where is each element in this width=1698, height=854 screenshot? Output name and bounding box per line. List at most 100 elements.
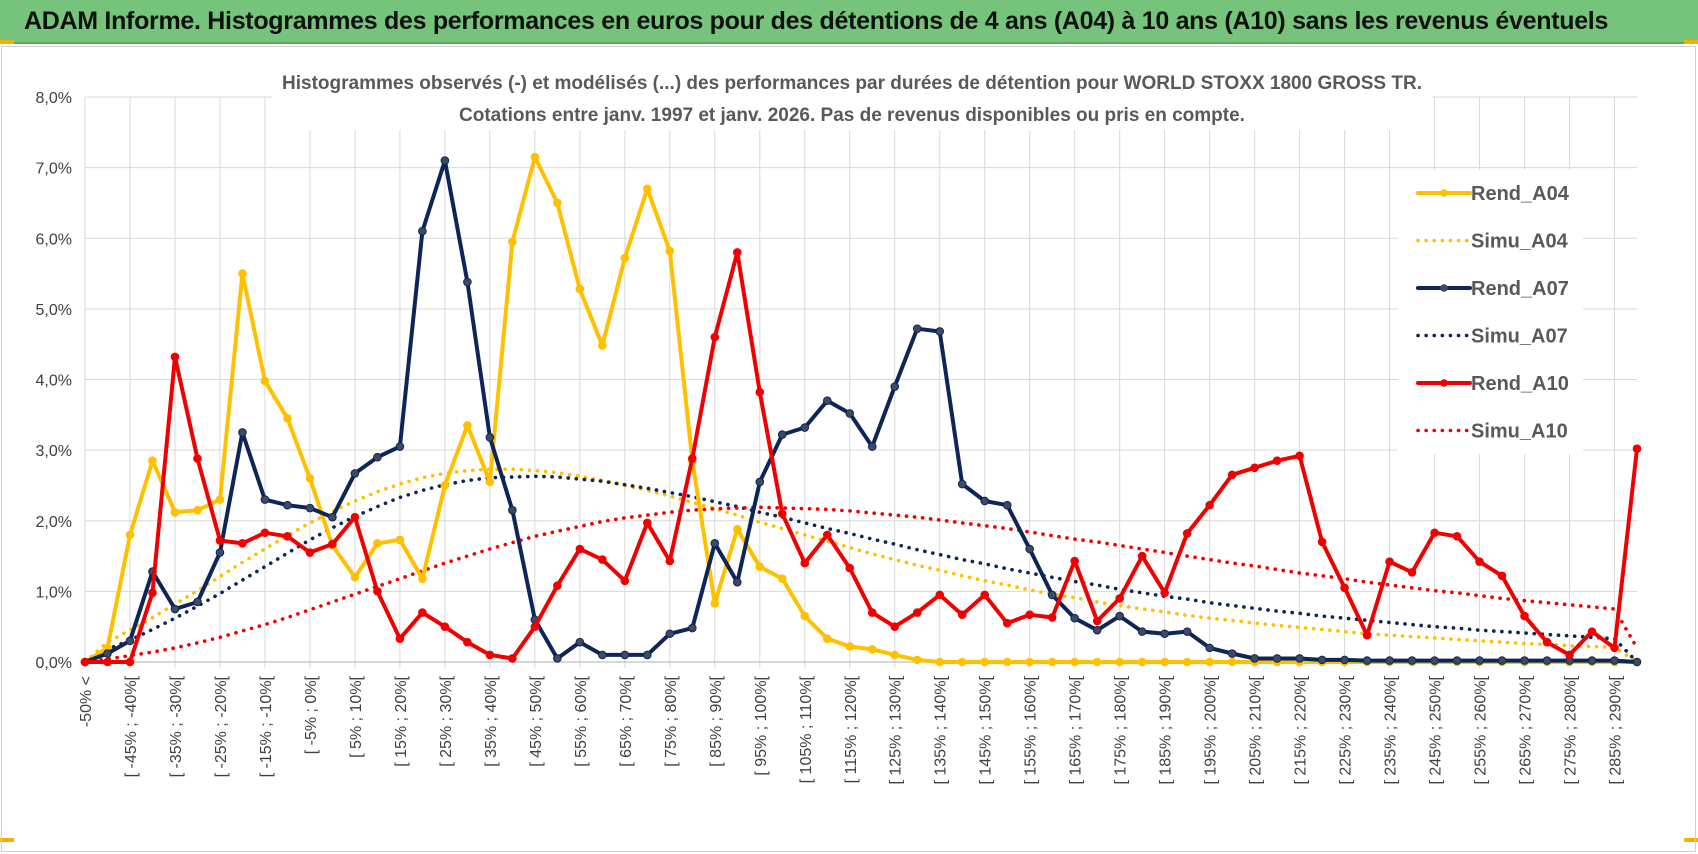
data-point-rend-a07 <box>1070 613 1079 623</box>
data-point-rend-a10 <box>328 539 337 549</box>
data-point-rend-a04 <box>260 376 270 386</box>
data-point-rend-a04 <box>1070 657 1079 667</box>
data-point-rend-a04 <box>935 657 945 667</box>
data-point-rend-a07 <box>1250 654 1259 663</box>
data-point-rend-a10 <box>1497 571 1507 581</box>
data-point-rend-a07 <box>1205 643 1214 653</box>
x-tick-label: [ 255% ; 260%[ <box>1473 675 1490 784</box>
data-point-rend-a10 <box>1025 610 1034 619</box>
data-point-rend-a04 <box>1025 657 1034 667</box>
data-point-rend-a10 <box>103 657 112 667</box>
x-tick-label: [ 275% ; 280%[ <box>1563 675 1580 784</box>
legend-marker <box>1440 189 1448 197</box>
data-point-rend-a07 <box>890 382 900 391</box>
data-point-rend-a10 <box>822 530 832 540</box>
data-point-rend-a04 <box>710 599 720 608</box>
data-point-rend-a04 <box>1137 657 1147 667</box>
data-point-rend-a07 <box>1610 656 1619 665</box>
x-tick-label: [ 205% ; 210%[ <box>1248 675 1265 784</box>
y-tick-label: 5,0% <box>36 302 72 319</box>
data-point-rend-a10 <box>148 588 157 598</box>
data-point-rend-a10 <box>440 622 450 631</box>
data-point-rend-a07 <box>1272 654 1282 663</box>
data-point-rend-a10 <box>1520 611 1529 621</box>
data-point-rend-a10 <box>1205 500 1214 510</box>
data-point-rend-a07 <box>1430 656 1439 665</box>
y-tick-label: 2,0% <box>36 514 72 531</box>
legend-marker <box>1440 284 1448 292</box>
x-tick-label: [ 45% ; 50%[ <box>528 675 545 766</box>
data-point-rend-a07 <box>238 428 247 437</box>
data-point-rend-a10 <box>1317 537 1327 547</box>
data-point-rend-a10 <box>598 555 607 564</box>
data-point-rend-a10 <box>170 352 180 362</box>
data-point-rend-a07 <box>1362 656 1372 665</box>
data-point-rend-a10 <box>643 518 652 528</box>
data-point-rend-a10 <box>1475 557 1484 567</box>
data-point-rend-a07 <box>1632 657 1642 667</box>
x-tick-label: [ 285% ; 290%[ <box>1608 675 1625 784</box>
data-point-rend-a07 <box>1452 656 1462 665</box>
data-point-rend-a10 <box>1430 528 1439 538</box>
x-tick-label: [ 195% ; 200%[ <box>1203 675 1220 784</box>
data-point-rend-a07 <box>1587 656 1597 665</box>
data-point-rend-a07 <box>800 423 810 432</box>
data-point-rend-a10 <box>395 634 405 643</box>
y-tick-label: 1,0% <box>36 584 72 601</box>
data-point-rend-a04 <box>890 650 900 660</box>
x-tick-label: [ 245% ; 250%[ <box>1428 675 1445 784</box>
data-point-rend-a10 <box>1227 470 1237 480</box>
x-tick-label: [ 235% ; 240%[ <box>1383 675 1400 784</box>
data-point-rend-a04 <box>957 657 967 667</box>
data-point-rend-a04 <box>732 524 742 534</box>
data-point-rend-a07 <box>328 512 337 522</box>
header-banner: ADAM Informe. Histogrammes des performan… <box>0 0 1698 44</box>
data-point-rend-a10 <box>710 332 720 342</box>
data-point-rend-a07 <box>643 650 652 660</box>
data-point-rend-a10 <box>193 454 202 463</box>
data-point-rend-a10 <box>1250 463 1259 473</box>
data-point-rend-a04 <box>283 414 292 423</box>
data-point-rend-a10 <box>620 576 630 586</box>
data-point-rend-a07 <box>553 654 562 663</box>
series-line-simu-a10 <box>83 505 1639 664</box>
data-point-rend-a04 <box>418 574 427 583</box>
data-point-rend-a07 <box>1002 500 1012 510</box>
data-point-rend-a10 <box>1385 557 1394 567</box>
data-point-rend-a07 <box>1520 656 1529 665</box>
data-point-rend-a10 <box>1542 637 1552 647</box>
x-tick-label: [ 175% ; 180%[ <box>1113 675 1130 784</box>
data-point-rend-a10 <box>1272 456 1282 466</box>
x-tick-label: [ 5% ; 10%[ <box>348 675 365 757</box>
data-point-rend-a10 <box>1182 529 1192 538</box>
data-point-rend-a04 <box>1002 657 1012 667</box>
legend-marker <box>1440 379 1448 387</box>
data-point-rend-a07 <box>665 629 675 639</box>
data-point-rend-a07 <box>395 442 405 451</box>
data-point-rend-a04 <box>822 634 832 643</box>
data-point-rend-a07 <box>732 577 742 587</box>
data-point-rend-a04 <box>553 198 562 208</box>
data-point-rend-a07 <box>1295 654 1304 663</box>
data-point-rend-a07 <box>1542 656 1552 665</box>
data-point-rend-a04 <box>598 341 607 350</box>
data-point-rend-a10 <box>215 536 225 545</box>
data-point-rend-a07 <box>1497 656 1507 665</box>
x-tick-label: [ 25% ; 30%[ <box>438 675 455 766</box>
x-tick-label: [ 115% ; 120%[ <box>843 675 860 783</box>
data-point-rend-a04 <box>777 574 787 583</box>
data-point-rend-a04 <box>1160 657 1169 667</box>
data-point-rend-a04 <box>980 657 990 667</box>
data-point-rend-a07 <box>1407 656 1417 665</box>
x-tick-label: [ 215% ; 220%[ <box>1293 675 1310 784</box>
data-point-rend-a07 <box>1137 627 1147 636</box>
data-point-rend-a10 <box>890 622 900 631</box>
data-point-rend-a10 <box>485 650 495 660</box>
data-point-rend-a10 <box>912 608 922 617</box>
data-point-rend-a10 <box>867 608 877 617</box>
data-point-rend-a07 <box>1227 649 1237 658</box>
series-line-simu-a04 <box>83 467 1639 664</box>
data-point-rend-a04 <box>193 505 202 515</box>
x-tick-label: [ 95% ; 100%[ <box>753 675 770 775</box>
data-point-rend-a07 <box>935 327 945 336</box>
